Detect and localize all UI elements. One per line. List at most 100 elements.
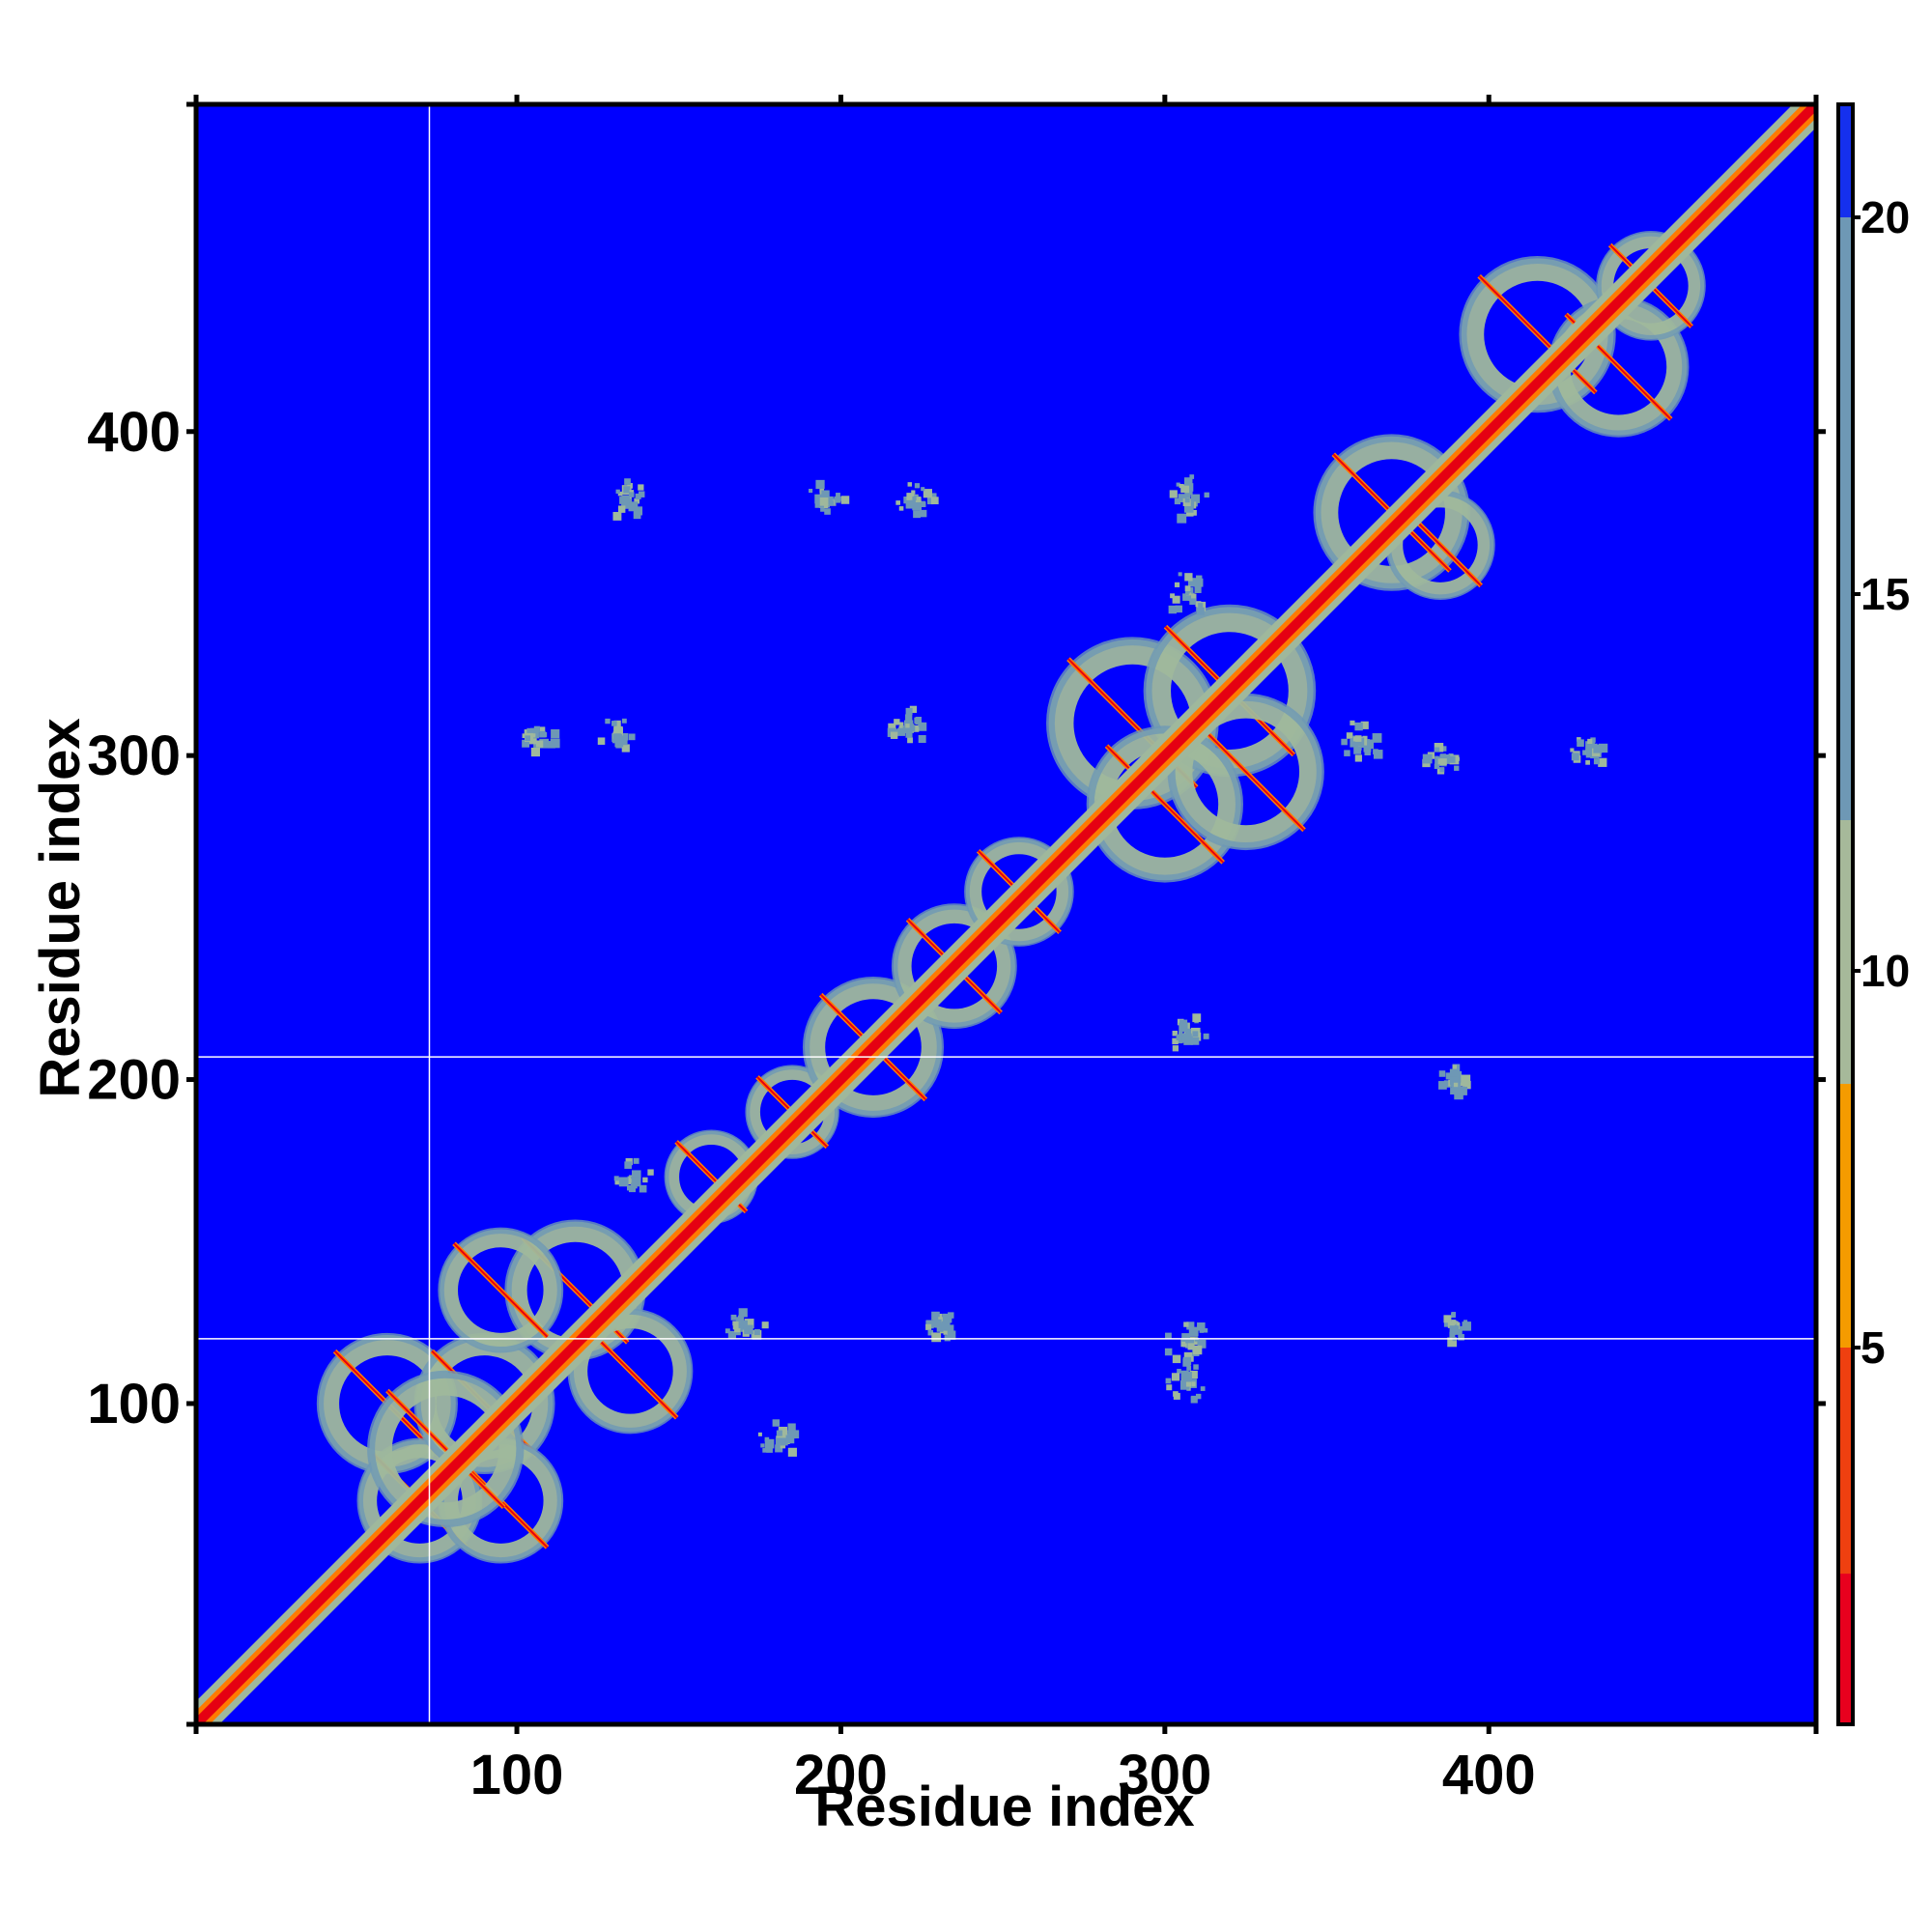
contact-cluster-cell [531,733,536,738]
contact-cluster-cell [617,505,626,513]
contact-cluster-cell [1185,1381,1192,1387]
contact-cluster-cell [890,731,898,739]
contact-cluster-cell [1166,1384,1173,1391]
contact-cluster-cell [894,719,900,725]
contact-cluster-cell [1184,1028,1191,1035]
contact-cluster-cell [1354,754,1362,762]
contact-block-halo [802,976,945,1119]
contact-cluster-cell [1194,1337,1199,1342]
contact-cluster-cell [597,737,606,745]
contact-block-halo [891,903,1017,1030]
contact-cluster-cell [1190,1381,1196,1387]
contact-cluster-cell [1186,1321,1195,1330]
contact-cluster-cell [1450,1081,1456,1088]
contact-cluster-cell [1462,1321,1471,1331]
contact-block-halo [745,1065,839,1159]
contact-cluster-cell [836,493,840,497]
contact-block-halo [1086,725,1244,883]
contact-cluster-cell [1458,1334,1464,1341]
contact-cluster-cell [778,1426,788,1436]
contact-cluster-cell [1184,585,1191,592]
contact-cluster-cell [1203,1033,1209,1039]
colorbar-tick-label: 5 [1861,1322,1886,1373]
contact-cluster-cell [633,511,641,520]
contact-cluster-cell [1165,1332,1172,1340]
contact-cluster-cell [627,483,633,489]
contact-cluster-cell [927,1329,934,1336]
contact-cluster-cell [522,733,527,739]
contact-cluster-cell [1194,585,1202,593]
contact-cluster-cell [762,1448,767,1453]
contact-cluster-cell [931,1332,942,1343]
contact-cluster-cell [621,744,630,753]
contact-cluster-cell [1194,578,1204,587]
contact-cluster-cell [788,1448,796,1456]
colorbar-band [1838,1348,1853,1574]
x-tick-label: 100 [470,1744,564,1806]
contact-cluster-cell [840,496,850,504]
contact-cluster-cell [624,1161,632,1169]
contact-cluster-cell [549,741,554,748]
contact-cluster-cell [1346,732,1353,739]
contact-cluster-cell [1179,1031,1183,1037]
contact-cluster-cell [617,491,623,497]
y-tick-label: 200 [87,1049,181,1112]
contact-cluster-cell [933,1319,942,1328]
contact-cluster-cell [1193,1364,1199,1370]
contact-cluster-cell [735,1317,741,1322]
contact-block-ring [805,979,942,1116]
contact-cluster-cell [535,740,544,748]
contact-cluster-cell [1196,607,1205,615]
contact-cluster-cell [1170,593,1175,599]
contact-cluster-cell [734,1325,741,1333]
contact-cluster-cell [1350,720,1355,725]
colorbar-tick-label: 10 [1861,946,1910,996]
x-tick-label: 200 [794,1744,888,1806]
contact-cluster-cell [539,726,546,732]
contact-cluster-cell [1180,1339,1188,1348]
contact-cluster-cell [734,1329,741,1336]
contact-cluster-cell [1172,1037,1179,1045]
contact-cluster-cell [943,1330,948,1335]
contact-cluster-cell [531,730,537,736]
contact-cluster-cell [1180,1370,1189,1378]
contact-cluster-cell [1195,1393,1202,1400]
plot-frame [193,101,1819,1727]
contact-cluster-cell [930,497,939,505]
x-tick-label: 300 [1118,1744,1211,1806]
contact-cluster-cell [613,733,622,741]
contact-block-ring [440,1229,562,1351]
contact-cluster-cell [1587,738,1593,745]
contact-cluster-cell [942,1313,952,1323]
contact-cluster-cell [1187,1343,1195,1350]
contact-cluster-cell [1189,1370,1198,1379]
contact-cluster-cell [914,483,921,489]
contact-cluster-cell [1598,757,1607,767]
contact-cluster-cell [1354,735,1362,742]
contact-cluster-cell [907,737,913,744]
contact-cluster-cell [1438,1081,1447,1090]
contact-cluster-cell [639,1184,647,1193]
colorbar-band [1838,217,1853,820]
contact-cluster-cell [730,1314,737,1321]
contact-cluster-cell [638,484,644,491]
colorbar-band [1838,1574,1853,1724]
contact-cluster-cell [1168,605,1177,614]
contact-cluster-cell [1461,1074,1471,1085]
contact-block-band-core [453,1242,549,1338]
contact-block-band-core [386,1389,505,1508]
contact-cluster-cell [1186,1366,1192,1371]
contact-cluster-cell [1182,593,1188,599]
contact-cluster-cell [1184,1371,1192,1379]
contact-cluster-cell [1372,733,1382,743]
colorbar-band [1838,1084,1853,1348]
contact-cluster-cell [1177,1037,1183,1044]
contact-cluster-cell [1571,753,1579,761]
contact-cluster-cell [550,738,560,749]
contact-cluster-cell [1448,755,1456,763]
contact-cluster-cell [614,1179,621,1185]
contact-cluster-cell [780,1437,788,1446]
contact-cluster-cell [1203,1328,1208,1333]
contact-block-ring [965,838,1073,946]
